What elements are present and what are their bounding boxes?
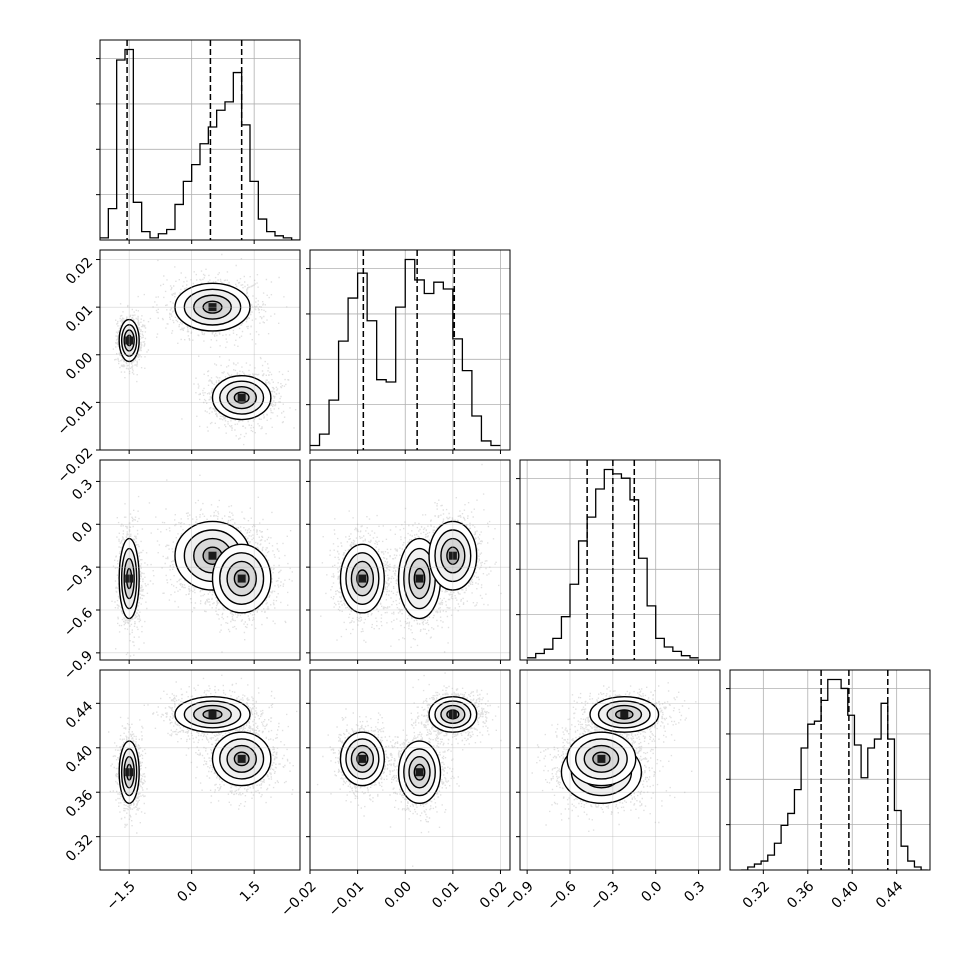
panel-2-0 bbox=[96, 459, 301, 664]
panel-frame bbox=[99, 459, 301, 661]
panel-frame bbox=[309, 669, 511, 871]
panel-frame bbox=[729, 669, 931, 871]
panel-frame bbox=[99, 39, 301, 241]
scatter-points bbox=[112, 253, 297, 446]
density-peak bbox=[237, 754, 246, 763]
x-tick-label: 0.32 bbox=[740, 878, 773, 911]
y-tick-label: −0.02 bbox=[55, 445, 97, 487]
x-tick-label: 0.0 bbox=[174, 878, 201, 905]
y-tick-label: −0.3 bbox=[61, 562, 96, 597]
density-layer bbox=[112, 253, 297, 446]
y-tick-label: −0.01 bbox=[55, 397, 97, 439]
density-peak bbox=[415, 574, 424, 583]
y-tick-label: 0.36 bbox=[63, 787, 96, 820]
y-tick-label: 0.3 bbox=[69, 476, 96, 503]
y-tick-label: −0.9 bbox=[61, 648, 96, 683]
panel-1-1 bbox=[306, 249, 511, 454]
y-tick-label: 0.44 bbox=[63, 698, 96, 731]
y-tick-label: 0.32 bbox=[63, 832, 96, 865]
histogram-1 bbox=[310, 258, 501, 447]
y-tick-label: 0.40 bbox=[63, 743, 96, 776]
panel-frame bbox=[519, 669, 721, 871]
panel-3-2 bbox=[516, 669, 721, 874]
density-peak bbox=[237, 574, 246, 583]
density-peak bbox=[620, 710, 629, 719]
y-tick-label: −0.6 bbox=[61, 605, 96, 640]
density-peak bbox=[415, 768, 424, 777]
x-tick-label: 0.40 bbox=[829, 878, 862, 911]
panel-3-1 bbox=[306, 669, 511, 874]
panel-3-3 bbox=[726, 669, 931, 874]
y-tick-label: 0.00 bbox=[63, 350, 96, 383]
panel-frame bbox=[99, 669, 301, 871]
density-peak bbox=[597, 754, 606, 763]
density-layer bbox=[531, 682, 697, 832]
density-layer bbox=[111, 474, 293, 657]
panel-0-0 bbox=[96, 39, 301, 244]
density-peak bbox=[237, 393, 246, 402]
density-peak bbox=[358, 574, 367, 583]
x-tick-label: −0.9 bbox=[502, 878, 537, 913]
x-tick-label: −0.01 bbox=[326, 878, 368, 920]
x-tick-label: 0.01 bbox=[429, 878, 462, 911]
x-tick-label: 0.0 bbox=[638, 878, 665, 905]
y-tick-label: 0.02 bbox=[63, 255, 96, 288]
y-tick-label: 0.01 bbox=[63, 302, 96, 335]
x-tick-label: 0.44 bbox=[873, 878, 906, 911]
x-tick-label: 0.3 bbox=[681, 878, 708, 905]
histogram-3 bbox=[741, 678, 928, 870]
panel-3-0 bbox=[96, 669, 301, 874]
density-layer bbox=[320, 463, 502, 653]
x-tick-label: −0.6 bbox=[544, 878, 579, 913]
histogram-0 bbox=[100, 48, 300, 240]
y-tick-label: 0.0 bbox=[69, 519, 96, 546]
density-peak bbox=[208, 710, 217, 719]
density-layer bbox=[316, 672, 502, 867]
panel-frame bbox=[519, 459, 721, 661]
density-peak bbox=[208, 551, 217, 560]
x-tick-label: 1.5 bbox=[237, 878, 264, 905]
panel-2-1 bbox=[306, 459, 511, 664]
x-tick-label: 0.00 bbox=[382, 878, 415, 911]
x-tick-label: 0.36 bbox=[784, 878, 817, 911]
panel-frame bbox=[99, 249, 301, 451]
x-tick-label: −0.3 bbox=[587, 878, 622, 913]
panel-2-2 bbox=[516, 459, 721, 664]
x-tick-label: −0.02 bbox=[278, 878, 320, 920]
panel-frame bbox=[309, 249, 511, 451]
panel-frame bbox=[309, 459, 511, 661]
density-layer bbox=[100, 674, 298, 834]
density-peak bbox=[358, 754, 367, 763]
panel-1-0 bbox=[96, 249, 301, 454]
x-tick-label: −1.5 bbox=[104, 878, 139, 913]
